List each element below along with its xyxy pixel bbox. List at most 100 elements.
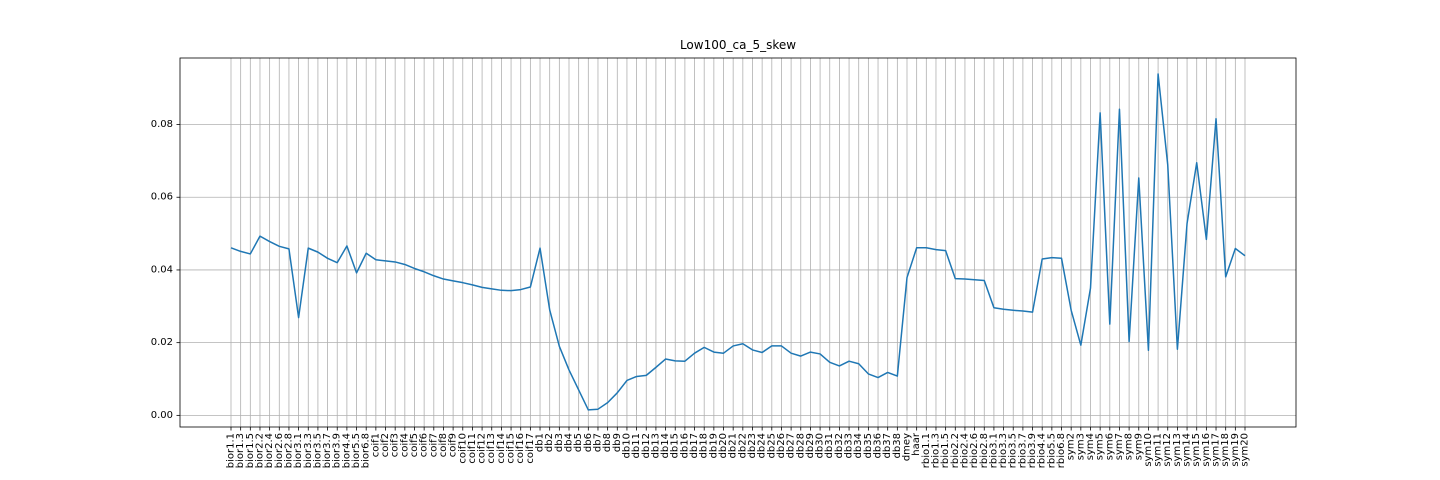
x-tick-label: sym8 xyxy=(1124,433,1135,460)
x-tick-label: coif17 xyxy=(525,433,536,464)
x-tick-label: coif15 xyxy=(506,433,517,464)
x-tick-label: db20 xyxy=(718,433,729,458)
x-tick-label: sym18 xyxy=(1220,433,1231,467)
x-tick-label: db21 xyxy=(728,433,739,458)
x-tick-label: db23 xyxy=(747,433,758,458)
x-tick-label: rbio3.7 xyxy=(1017,433,1028,468)
x-tick-label: coif12 xyxy=(477,433,488,464)
x-tick-label: sym13 xyxy=(1172,433,1183,467)
x-tick-label: sym3 xyxy=(1075,433,1086,460)
x-tick-label: bior2.4 xyxy=(264,433,275,468)
x-tick-label: db3 xyxy=(554,433,565,452)
x-tick-label: dmey xyxy=(902,433,913,461)
x-tick-label: db27 xyxy=(786,433,797,458)
x-tick-label: rbio3.5 xyxy=(1008,433,1019,468)
x-tick-label: db25 xyxy=(766,433,777,458)
x-tick-label: db26 xyxy=(776,433,787,458)
x-tick-label: sym19 xyxy=(1230,433,1241,467)
x-tick-label: sym17 xyxy=(1211,433,1222,467)
x-tick-label: bior3.3 xyxy=(303,433,314,468)
x-tick-label: rbio2.4 xyxy=(959,433,970,468)
x-tick-label: bior1.1 xyxy=(226,433,237,468)
x-tick-label: bior2.2 xyxy=(254,433,265,468)
x-tick-label: sym14 xyxy=(1182,433,1193,467)
x-tick-label: sym9 xyxy=(1133,433,1144,460)
x-tick-label: db36 xyxy=(873,433,884,458)
x-tick-label: db7 xyxy=(592,433,603,452)
x-tick-label: rbio1.1 xyxy=(921,433,932,468)
y-tick-label: 0.04 xyxy=(151,264,173,275)
x-tick-label: db34 xyxy=(853,433,864,458)
x-tick-label: db35 xyxy=(863,433,874,458)
plot-frame xyxy=(179,57,1297,428)
x-tick-label: bior5.5 xyxy=(351,433,362,468)
x-tick-label: db2 xyxy=(544,433,555,452)
x-tick-label: sym16 xyxy=(1201,433,1212,467)
x-tick-label: rbio2.8 xyxy=(979,433,990,468)
x-tick-label: db33 xyxy=(844,433,855,458)
x-tick-label: coif16 xyxy=(515,433,526,464)
x-tick-label: rbio1.5 xyxy=(940,433,951,468)
series-line xyxy=(230,73,1246,411)
x-tick-label: bior3.7 xyxy=(322,433,333,468)
x-tick-label: rbio1.3 xyxy=(930,433,941,468)
x-tick-label: rbio3.1 xyxy=(988,433,999,468)
x-tick-label: coif5 xyxy=(409,433,420,457)
x-tick-label: rbio6.8 xyxy=(1056,433,1067,468)
x-tick-label: sym2 xyxy=(1066,433,1077,460)
x-tick-label: db28 xyxy=(795,433,806,458)
x-tick-label: db11 xyxy=(631,433,642,458)
x-tick-label: db9 xyxy=(612,433,623,452)
x-tick-label: db6 xyxy=(583,433,594,452)
x-tick-label: haar xyxy=(911,432,922,456)
x-tick-label: coif2 xyxy=(380,433,391,457)
x-tick-label: rbio2.6 xyxy=(969,433,980,468)
x-tick-label: db4 xyxy=(564,433,575,452)
x-tick-label: bior6.8 xyxy=(361,433,372,468)
chart-title: Low100_ca_5_skew xyxy=(679,38,797,52)
x-tick-label: db37 xyxy=(882,433,893,458)
x-tick-label: bior2.8 xyxy=(283,433,294,468)
x-tick-label: db30 xyxy=(815,433,826,458)
x-tick-label: rbio2.2 xyxy=(950,433,961,468)
x-tick-label: sym11 xyxy=(1153,433,1164,467)
x-tick-label: db18 xyxy=(699,433,710,458)
x-tick-label: db38 xyxy=(892,433,903,458)
x-tick-label: coif11 xyxy=(467,433,478,464)
x-tick-label: coif9 xyxy=(448,433,459,457)
x-tick-label: bior3.9 xyxy=(332,433,343,468)
y-tick-label: 0.02 xyxy=(151,337,173,348)
x-tick-label: db14 xyxy=(660,433,671,458)
x-tick-label: bior3.5 xyxy=(312,433,323,468)
x-tick-label: db16 xyxy=(679,433,690,458)
x-tick-label: db5 xyxy=(573,433,584,452)
x-tick-label: db8 xyxy=(602,433,613,452)
x-tick-label: sym6 xyxy=(1104,433,1115,460)
x-tick-label: bior2.6 xyxy=(274,433,285,468)
x-tick-label: db15 xyxy=(670,433,681,458)
x-tick-label: db10 xyxy=(621,433,632,458)
x-tick-label: sym10 xyxy=(1143,433,1154,467)
x-tick-label: coif13 xyxy=(486,433,497,464)
x-tick-label: db31 xyxy=(824,433,835,458)
x-tick-label: rbio5.5 xyxy=(1046,433,1057,468)
x-tick-label: rbio3.3 xyxy=(998,433,1009,468)
x-tick-label: coif1 xyxy=(370,433,381,457)
x-tick-label: coif6 xyxy=(419,433,430,457)
x-tick-label: sym4 xyxy=(1085,433,1096,460)
x-tick-label: rbio4.4 xyxy=(1037,433,1048,468)
x-tick-label: db29 xyxy=(805,433,816,458)
x-tick-label: sym12 xyxy=(1162,433,1173,467)
x-tick-label: db24 xyxy=(757,433,768,458)
x-tick-label: rbio3.9 xyxy=(1027,433,1038,468)
x-tick-label: coif7 xyxy=(428,433,439,457)
x-tick-label: coif4 xyxy=(399,433,410,457)
x-tick-label: db13 xyxy=(650,433,661,458)
x-tick-label: bior1.3 xyxy=(235,433,246,468)
y-tick-label: 0.00 xyxy=(151,410,173,421)
y-tick-label: 0.08 xyxy=(151,119,173,130)
x-tick-label: sym7 xyxy=(1114,433,1125,460)
x-tick-label: db32 xyxy=(834,433,845,458)
x-tick-label: coif14 xyxy=(496,433,507,464)
